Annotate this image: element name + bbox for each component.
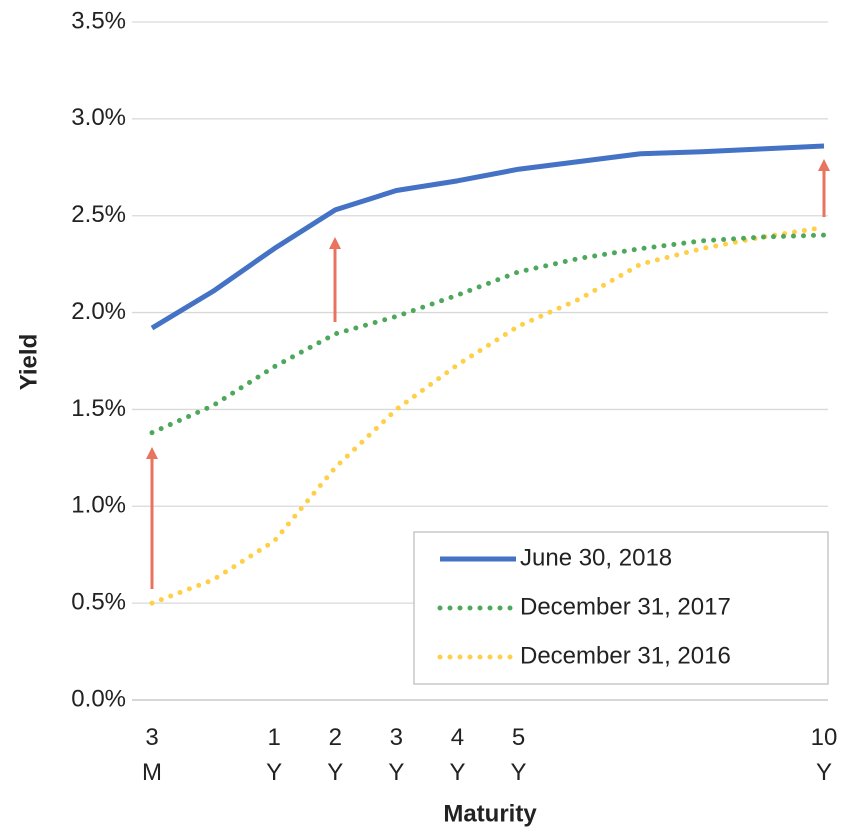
series-line (149, 224, 827, 606)
x-tick-label: 10 Y (810, 724, 838, 786)
x-axis-title: Maturity (443, 800, 537, 827)
legend-label: June 30, 2018 (520, 544, 672, 571)
x-tick-label: 1 Y (266, 724, 283, 786)
y-tick-label: 0.5% (71, 588, 126, 615)
x-tick-label: 5 Y (510, 724, 527, 786)
legend-label: December 31, 2017 (520, 593, 731, 620)
change-arrows (146, 159, 830, 589)
x-tick-label: 4 Y (449, 724, 466, 786)
x-tick-label: 3 Y (388, 724, 405, 786)
y-tick-label: 1.0% (71, 492, 126, 519)
legend-label: December 31, 2016 (520, 642, 731, 669)
x-tick-label: 2 Y (327, 724, 344, 786)
y-tick-label: 0.0% (71, 685, 126, 712)
series-line (150, 143, 825, 331)
y-tick-label: 3.5% (71, 7, 126, 34)
y-tick-label: 2.0% (71, 298, 126, 325)
y-axis-title: Yield (15, 334, 42, 390)
series-line (149, 232, 827, 436)
y-tick-label: 3.0% (71, 104, 126, 131)
y-tick-label: 2.5% (71, 201, 126, 228)
x-tick-label: 3 M (142, 724, 162, 786)
y-tick-label: 1.5% (71, 395, 126, 422)
